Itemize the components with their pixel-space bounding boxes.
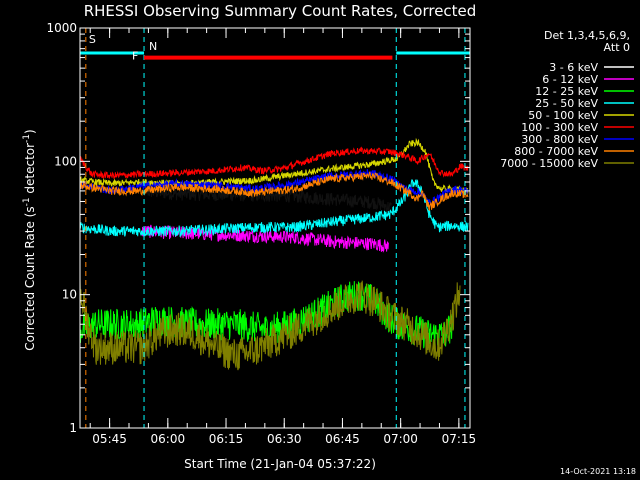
y-axis-label-start: Corrected Count Rate (s: [23, 206, 37, 350]
annotation-layer: S NF: [80, 28, 470, 428]
x-tick-label: 06:15: [209, 432, 244, 446]
legend-label: 800 - 7000 keV: [514, 145, 598, 158]
series-line-0: [141, 184, 392, 213]
legend-label: 7000 - 15000 keV: [500, 157, 598, 170]
legend-label: 50 - 100 keV: [528, 109, 598, 122]
series-line-2: [79, 281, 453, 350]
legend-header-line: Att 0: [604, 41, 630, 54]
y-tick-label: 1000: [46, 21, 77, 35]
plot-frame: [79, 27, 471, 429]
x-tick-label: 06:30: [267, 432, 302, 446]
series-line-1: [141, 224, 389, 253]
y-axis-label-end: ): [23, 129, 37, 134]
x-tick-label: 07:15: [442, 432, 477, 446]
legend-label: 25 - 50 keV: [535, 97, 598, 110]
x-tick-label: 06:45: [325, 432, 360, 446]
legend-header-line: Det 1,3,4,5,6,9,: [544, 29, 630, 42]
night-label: N: [149, 40, 157, 53]
saa-label: S: [89, 33, 96, 46]
x-tick-label: 07:00: [383, 432, 418, 446]
y-tick-label: 1: [69, 421, 77, 435]
legend-label: 6 - 12 keV: [542, 73, 598, 86]
chart-title: RHESSI Observing Summary Count Rates, Co…: [84, 2, 477, 20]
timestamp-stamp: 14-Oct-2021 13:18: [560, 467, 636, 476]
axes-layer: 1 10 100 1000 05:45 06:00 06:15 06:30 06:45 07:00…: [46, 21, 476, 446]
legend-label: 100 - 300 keV: [521, 121, 598, 134]
x-tick-label: 06:00: [151, 432, 186, 446]
y-axis-label-sup2: -1: [22, 134, 32, 143]
y-axis-label: Corrected Count Rate (s-1 detector-1): [22, 129, 37, 350]
series-line-5: [79, 146, 469, 179]
y-tick-label: 100: [54, 154, 77, 168]
series-line-7: [79, 171, 469, 211]
y-axis-label-sup1: -1: [22, 197, 32, 206]
legend-label: 3 - 6 keV: [549, 61, 598, 74]
x-tick-label: 05:45: [92, 432, 127, 446]
y-tick-label: 10: [62, 288, 77, 302]
legend-label: 12 - 25 keV: [535, 85, 598, 98]
x-axis-label: Start Time (21-Jan-04 05:37:22): [184, 457, 376, 471]
y-axis-label-mid: detector: [23, 143, 37, 198]
flare-label: F: [132, 50, 138, 63]
legend-label: 300 - 800 keV: [521, 133, 598, 146]
series-line-3: [79, 178, 469, 238]
